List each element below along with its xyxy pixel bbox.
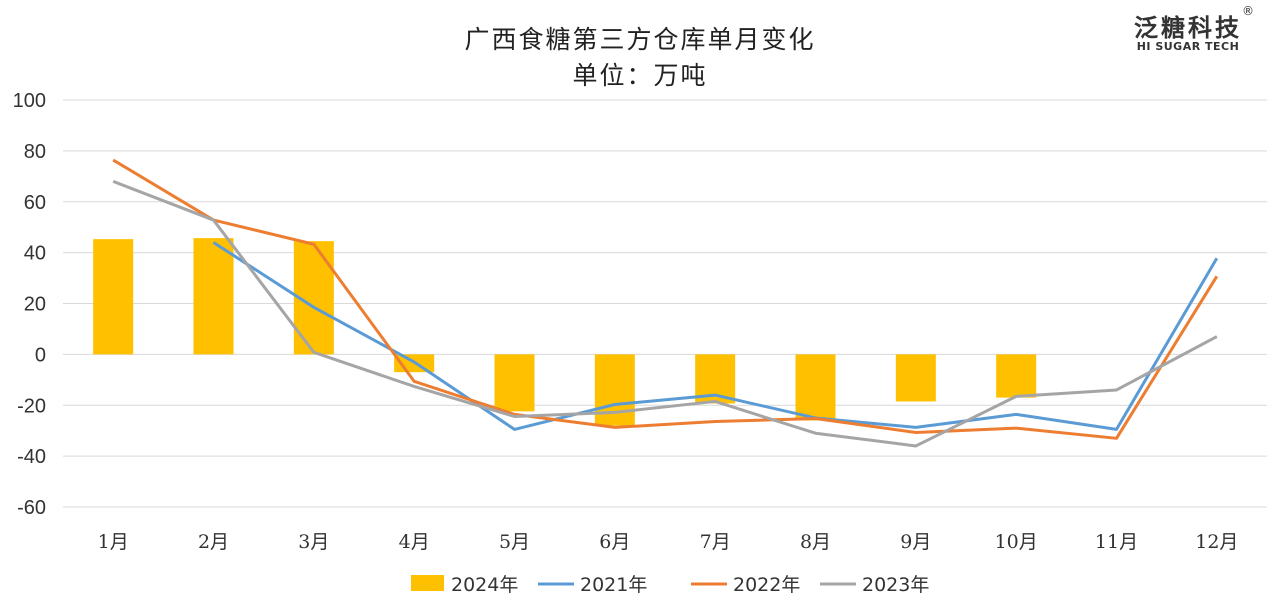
line-2023年 [112,180,1218,448]
bar-2024年 [594,354,635,426]
x-tick-label: 4月 [399,531,430,553]
x-tick-label: 5月 [499,531,530,553]
bar-2024年 [795,354,836,421]
logo-en: HI SUGAR TECH [1136,40,1240,53]
y-tick-label: 0 [35,344,46,366]
x-tick-label: 6月 [599,531,630,553]
x-tick-label: 8月 [800,531,831,553]
x-tick-label: 3月 [298,531,329,553]
bar-2024年 [996,354,1037,398]
y-tick-label: -20 [17,395,46,417]
bar-2024年 [895,354,936,402]
y-tick-label: 20 [24,294,46,316]
legend-label: 2022年 [733,574,800,596]
bar-2024年 [494,354,535,412]
x-tick-label: 1月 [98,531,129,553]
y-tick-label: 100 [13,90,46,112]
y-tick-label: 60 [24,192,46,214]
x-tick-label: 9月 [900,531,931,553]
x-tick-label: 11月 [1095,531,1138,553]
x-tick-label: 12月 [1195,531,1238,553]
y-tick-label: -40 [17,446,46,468]
legend-swatch [411,575,444,591]
legend-label: 2024年 [451,574,518,596]
x-tick-label: 2月 [198,531,229,553]
bar-2024年 [193,238,234,355]
logo: 泛糖科技 HI SUGAR TECH ® [1134,4,1254,53]
y-tick-label: 40 [24,243,46,265]
logo-reg: ® [1242,4,1254,18]
bar-2024年 [93,239,134,355]
chart-subtitle: 单位：万吨 [572,61,708,90]
y-tick-label: 80 [24,141,46,163]
x-tick-label: 10月 [995,531,1038,553]
legend-label: 2021年 [580,574,647,596]
chart-title: 广西食糖第三方仓库单月变化 [464,25,816,54]
x-tick-label: 7月 [700,531,731,553]
y-tick-label: -60 [17,497,46,519]
line-2022年 [112,158,1219,440]
legend-label: 2023年 [862,574,929,596]
logo-cn: 泛糖科技 [1134,14,1242,42]
